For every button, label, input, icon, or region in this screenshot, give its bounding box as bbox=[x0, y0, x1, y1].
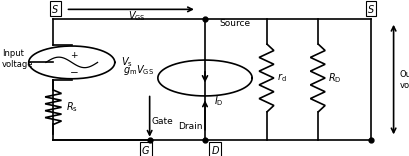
Text: $V_\mathrm{s}$: $V_\mathrm{s}$ bbox=[121, 56, 133, 69]
Text: $I_\mathrm{D}$: $I_\mathrm{D}$ bbox=[213, 94, 223, 108]
Text: Drain: Drain bbox=[178, 122, 202, 131]
Text: $D$: $D$ bbox=[210, 144, 219, 156]
Text: $+$: $+$ bbox=[70, 50, 78, 60]
Text: Input
voltage: Input voltage bbox=[2, 49, 34, 69]
Text: $g_\mathrm{m}V_\mathrm{GS}$: $g_\mathrm{m}V_\mathrm{GS}$ bbox=[122, 63, 153, 77]
Text: $R_\mathrm{D}$: $R_\mathrm{D}$ bbox=[327, 71, 341, 85]
Text: Gate: Gate bbox=[151, 117, 173, 126]
Text: $S$: $S$ bbox=[366, 3, 374, 15]
Text: $S$: $S$ bbox=[51, 3, 59, 15]
Text: Output
voltage: Output voltage bbox=[399, 70, 409, 90]
Text: Source: Source bbox=[219, 19, 250, 28]
Text: $G$: $G$ bbox=[141, 144, 150, 156]
Text: $R_\mathrm{s}$: $R_\mathrm{s}$ bbox=[65, 100, 77, 114]
Text: $r_\mathrm{d}$: $r_\mathrm{d}$ bbox=[276, 72, 285, 84]
Text: $V_\mathrm{GS}$: $V_\mathrm{GS}$ bbox=[128, 10, 146, 23]
Text: $-$: $-$ bbox=[69, 66, 79, 76]
